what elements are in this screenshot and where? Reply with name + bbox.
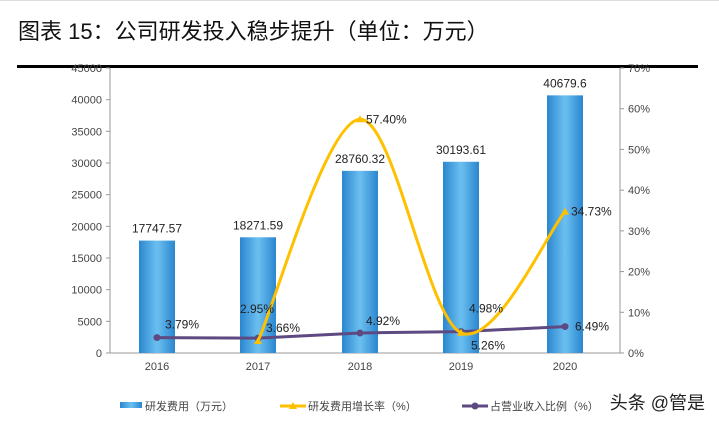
x-tick-label: 2018: [348, 361, 372, 373]
x-tick-label: 2020: [553, 361, 577, 373]
right-tick-label: 30%: [628, 226, 650, 238]
x-tick-label: 2016: [145, 361, 169, 373]
right-tick-label: 40%: [628, 185, 650, 197]
left-tick-label: 35000: [71, 126, 102, 138]
right-tick-label: 20%: [628, 267, 650, 279]
growth-label: 4.98%: [469, 302, 503, 316]
bar-label: 18271.59: [233, 218, 283, 232]
bar-label: 30193.61: [436, 143, 486, 157]
legend-marker-ratio: [471, 402, 479, 410]
left-tick-label: 15000: [71, 253, 102, 265]
bar-label: 28760.32: [335, 152, 385, 166]
growth-point: [356, 115, 364, 123]
watermark: 头条 @管是: [609, 393, 705, 413]
growth-point: [561, 207, 569, 215]
ratio-label: 3.66%: [266, 321, 300, 335]
bar: [342, 170, 378, 353]
ratio-label: 6.49%: [575, 320, 609, 334]
ratio-label: 3.79%: [165, 318, 199, 332]
growth-line: [256, 117, 567, 342]
bar-label: 40679.6: [543, 76, 587, 90]
left-tick-label: 25000: [71, 190, 102, 202]
growth-label: 57.40%: [366, 112, 407, 126]
ratio-label: 4.92%: [366, 314, 400, 328]
left-tick-label: 0: [96, 348, 102, 360]
ratio-point: [561, 323, 569, 331]
ratio-label: 5.26%: [471, 339, 505, 353]
title-underline: [17, 65, 698, 68]
growth-label: 34.73%: [571, 205, 612, 219]
right-tick-label: 70%: [628, 63, 650, 75]
growth-point: [457, 328, 465, 336]
chart-title: 图表 15：公司研发投入稳步提升（单位：万元）: [18, 19, 489, 44]
legend-label: 占营业收入比例（%）: [490, 399, 599, 413]
bar: [443, 161, 479, 353]
ratio-point: [356, 329, 364, 337]
growth-label: 2.95%: [240, 302, 274, 316]
left-tick-label: 20000: [71, 221, 102, 233]
bar: [240, 237, 276, 353]
ratio-point: [153, 334, 161, 342]
legend-marker-growth: [289, 402, 297, 409]
right-tick-label: 60%: [628, 104, 650, 116]
bar-label: 17747.57: [132, 222, 182, 236]
left-tick-label: 5000: [78, 316, 102, 328]
left-tick-label: 30000: [71, 158, 102, 170]
right-tick-label: 0%: [628, 348, 644, 360]
right-tick-label: 10%: [628, 307, 650, 319]
growth-point: [254, 336, 262, 344]
legend-label: 研发费用增长率（%）: [308, 399, 417, 413]
right-tick-label: 50%: [628, 144, 650, 156]
legend-label: 研发费用（万元）: [145, 399, 233, 413]
x-tick-label: 2019: [449, 361, 473, 373]
left-tick-label: 10000: [71, 285, 102, 297]
bar: [547, 95, 583, 353]
left-tick-label: 45000: [71, 63, 102, 75]
left-tick-label: 40000: [71, 95, 102, 107]
legend-swatch-bar: [120, 402, 142, 408]
x-tick-label: 2017: [246, 361, 270, 373]
